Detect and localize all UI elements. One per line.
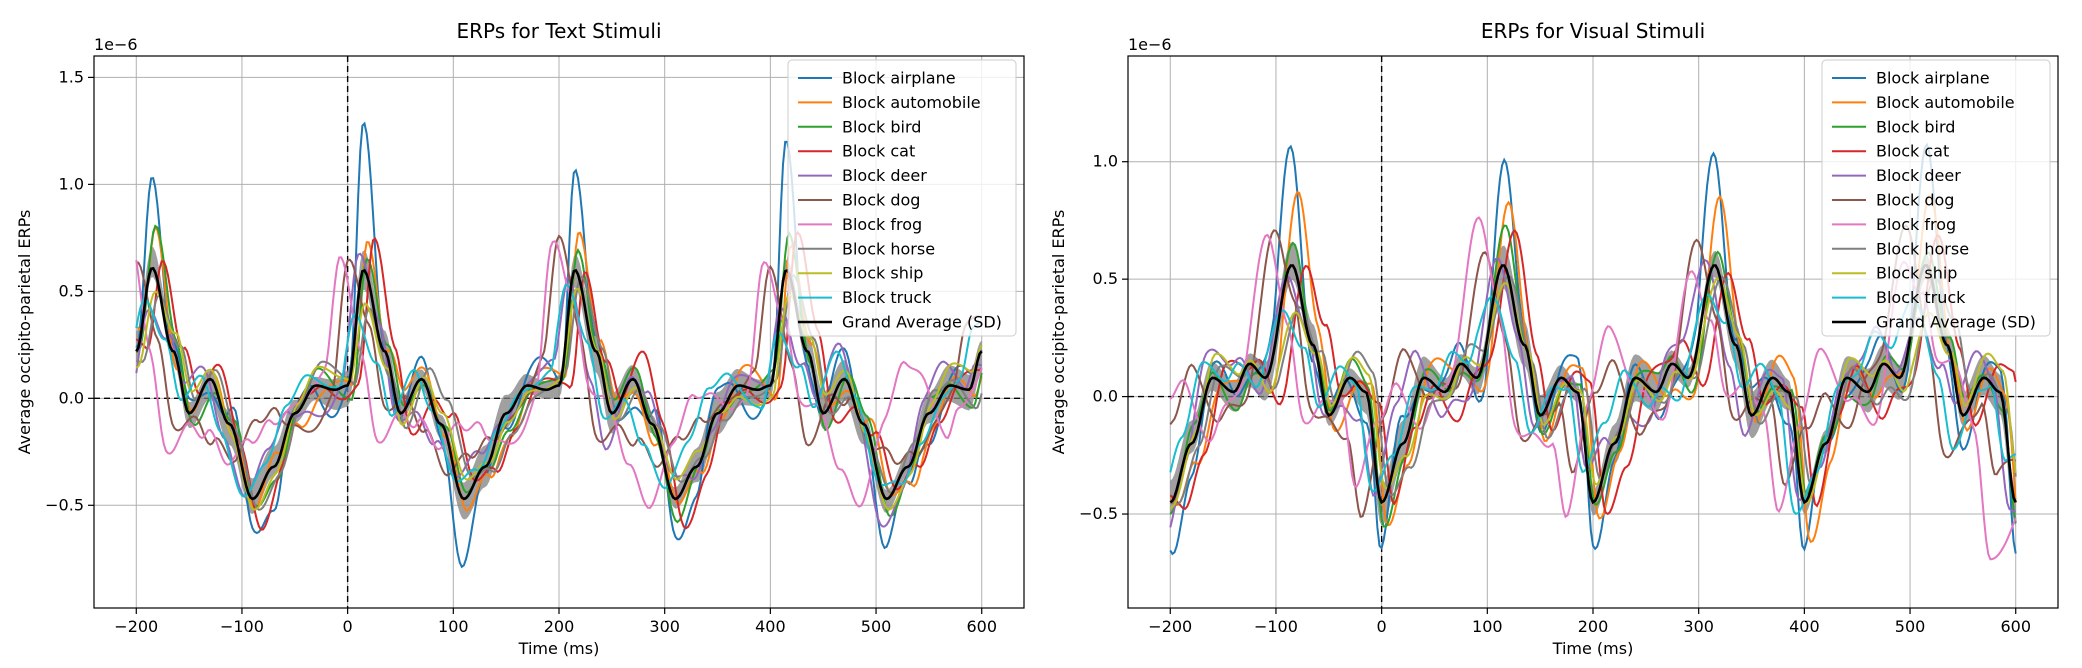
panel-visual-stimuli: −200 −100 0 100 200 300 400 500 600 −0.5 0.0 0.5 1.0… — [1049, 19, 2059, 658]
legend-entry: Block horse — [842, 239, 935, 258]
y-tick-label: −0.5 — [45, 495, 84, 514]
legend-entry: Block deer — [842, 166, 927, 185]
x-tick-label: 500 — [1895, 617, 1926, 636]
x-tick-label: −100 — [1254, 617, 1298, 636]
x-tick-label: 100 — [1472, 617, 1503, 636]
x-tick-label: 0 — [343, 617, 353, 636]
legend-entry: Block airplane — [842, 69, 956, 88]
y-tick-label: 0.5 — [1093, 269, 1118, 288]
y-tick-label: 0.0 — [1093, 387, 1118, 406]
legend-entry: Block truck — [1876, 288, 1966, 307]
x-axis-label: Time (ms) — [518, 639, 600, 658]
legend-box — [787, 59, 1017, 337]
legend-entry: Block bird — [842, 117, 921, 136]
x-tick-label: 200 — [1578, 617, 1609, 636]
y-offset-text: 1e−6 — [1128, 35, 1172, 54]
x-tick-label: 0 — [1377, 617, 1387, 636]
x-tick-label: 300 — [649, 617, 680, 636]
y-tick-label: 0.5 — [59, 281, 84, 300]
grand-average-line — [135, 266, 983, 501]
series-line — [135, 224, 983, 512]
series-line — [1169, 224, 2017, 518]
legend-entry: Block horse — [1876, 239, 1969, 258]
chart-title: ERPs for Text Stimuli — [456, 19, 661, 43]
y-offset-text: 1e−6 — [94, 35, 138, 54]
legend-entry: Block automobile — [842, 93, 981, 112]
series-line — [135, 284, 983, 498]
chart-title: ERPs for Visual Stimuli — [1481, 19, 1705, 43]
series-line — [1169, 142, 2017, 556]
x-tick-label: 400 — [1789, 617, 1820, 636]
series-line — [135, 240, 983, 509]
legend-entry: Grand Average (SD) — [842, 313, 1002, 332]
legend-entry: Block dog — [842, 191, 920, 210]
legend-entry: Block automobile — [1876, 93, 2015, 112]
legend-entry: Block ship — [1876, 264, 1957, 283]
legend-entry: Block truck — [842, 288, 932, 307]
legend-entry: Block cat — [842, 142, 915, 161]
x-tick-label: 600 — [966, 617, 997, 636]
series-line — [1169, 277, 2017, 510]
series-line — [135, 230, 983, 531]
y-tick-label: 1.5 — [59, 67, 84, 86]
legend: Block airplane Block automobile Block bird… — [787, 59, 1017, 337]
series-line — [1169, 216, 2017, 561]
y-axis-label: Average occipito-parietal ERPs — [15, 210, 34, 455]
legend-entry: Block bird — [1876, 117, 1955, 136]
legend: Block airplane Block automobile Block bird… — [1821, 59, 2051, 337]
legend-entry: Block deer — [1876, 166, 1961, 185]
legend-entry: Block dog — [1876, 191, 1954, 210]
x-tick-label: 300 — [1683, 617, 1714, 636]
x-tick-label: 200 — [544, 617, 575, 636]
panel-text-stimuli: −200 −100 0 100 200 300 400 500 600 −0.5 0.0 0.5 1.0… — [15, 19, 1025, 658]
y-tick-label: 0.0 — [59, 388, 84, 407]
x-tick-label: 500 — [861, 617, 892, 636]
legend-entry: Block cat — [1876, 142, 1949, 161]
y-tick-label: −0.5 — [1079, 504, 1118, 523]
x-tick-label: 400 — [755, 617, 786, 636]
series-line — [1170, 274, 2017, 505]
y-tick-label: 1.0 — [59, 174, 84, 193]
series-line — [135, 287, 983, 511]
x-tick-label: −200 — [114, 617, 158, 636]
legend-box — [1821, 59, 2051, 337]
x-tick-label: −100 — [220, 617, 264, 636]
legend-entry: Grand Average (SD) — [1876, 313, 2036, 332]
y-axis-label: Average occipito-parietal ERPs — [1049, 210, 1068, 455]
legend-entry: Block frog — [1876, 215, 1956, 234]
x-tick-label: 600 — [2000, 617, 2031, 636]
series-line — [136, 273, 983, 511]
legend-entry: Block ship — [842, 264, 923, 283]
y-tick-label: 1.0 — [1093, 152, 1118, 171]
legend-entry: Block airplane — [1876, 69, 1990, 88]
legend-entry: Block frog — [842, 215, 922, 234]
x-tick-label: −200 — [1148, 617, 1192, 636]
x-tick-label: 100 — [438, 617, 469, 636]
x-axis-label: Time (ms) — [1552, 639, 1634, 658]
grand-average-line — [1169, 264, 2017, 505]
